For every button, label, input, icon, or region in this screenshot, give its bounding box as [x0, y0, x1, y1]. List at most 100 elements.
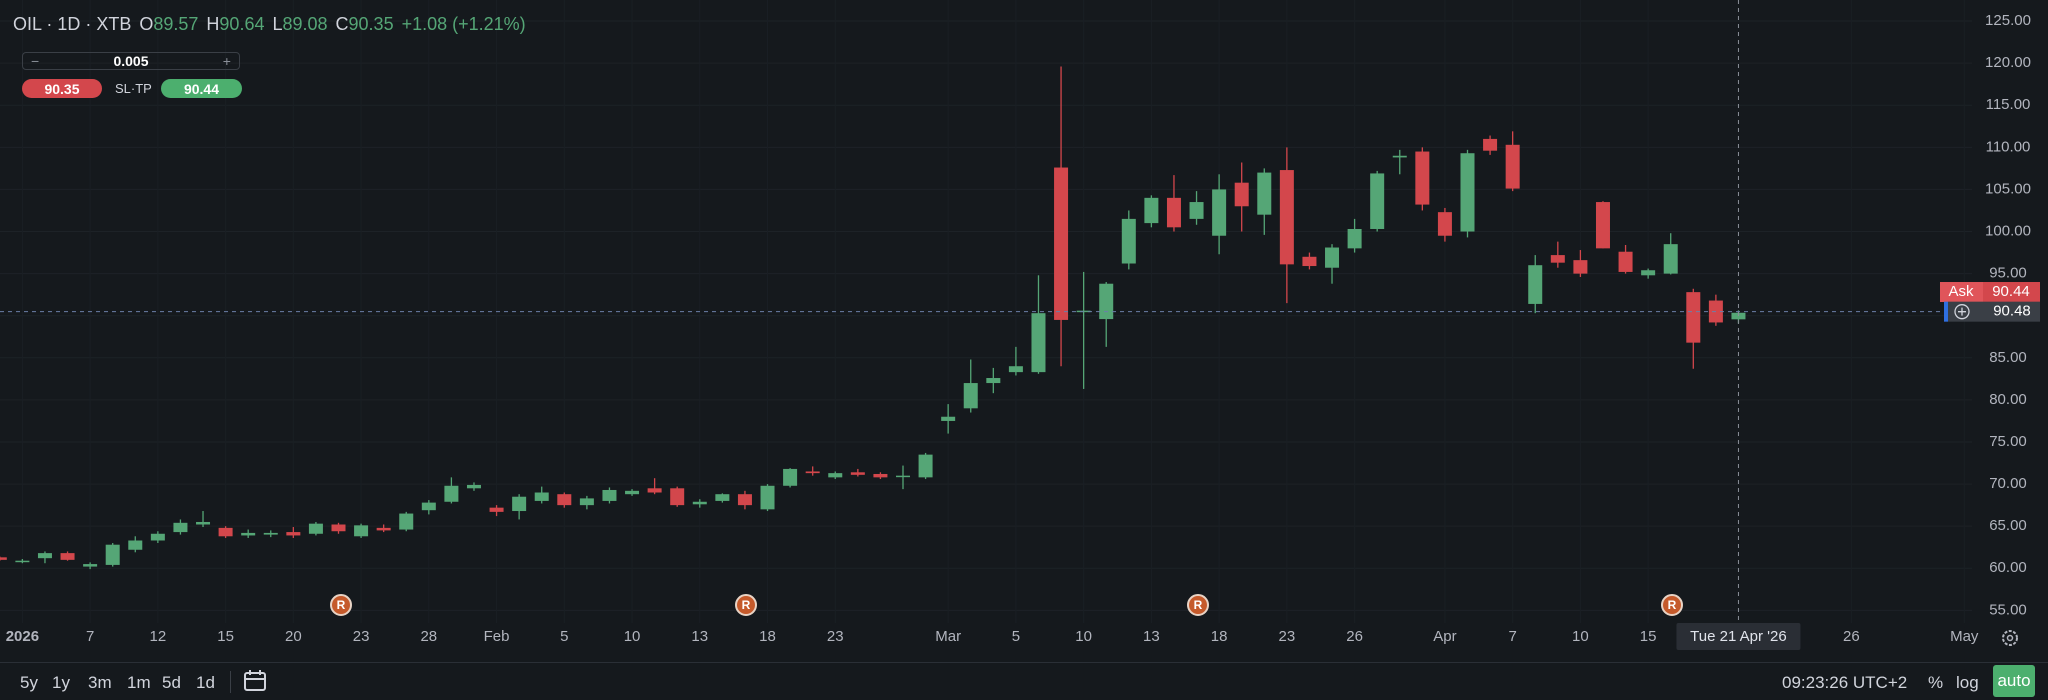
candle-body [1257, 172, 1272, 215]
x-tick-label: Apr [1433, 628, 1456, 645]
minus-button[interactable]: − [31, 53, 40, 69]
change: +1.08 (+1.21%) [401, 14, 526, 34]
x-tick-label: 18 [1211, 628, 1228, 645]
y-tick-label: 65.00 [1989, 517, 2027, 534]
x-tick-label: 15 [217, 628, 234, 645]
x-tick-label: Mar [935, 628, 961, 645]
x-tick-label: 18 [759, 628, 776, 645]
candle-body [737, 494, 752, 506]
candle-body [1595, 202, 1610, 249]
candle-body [873, 473, 888, 478]
candle-body [1347, 228, 1362, 249]
candle-body [625, 490, 640, 495]
y-tick-label: 85.00 [1989, 349, 2027, 366]
ohlc-item: C90.35 [336, 14, 394, 35]
candle-body [1460, 153, 1475, 232]
candle-body [1731, 312, 1746, 320]
step-value[interactable]: 0.005 [113, 53, 149, 69]
range-button[interactable]: 3m [88, 673, 112, 692]
x-tick-label: 12 [150, 628, 167, 645]
event-marker-label: R [1668, 598, 1677, 612]
candle-body [1618, 251, 1633, 272]
candle-body [963, 383, 978, 409]
candle-body [1686, 292, 1701, 343]
quantity-stepper: − 0.005 + [22, 52, 240, 70]
candle-body [376, 527, 391, 531]
range-button[interactable]: 1d [196, 673, 215, 692]
x-tick-label: 7 [86, 628, 94, 645]
calendar-icon[interactable] [243, 669, 269, 693]
crosshair-price-box [1948, 301, 2040, 322]
range-button[interactable]: 5y [20, 673, 38, 692]
x-tick-label: Feb [484, 628, 510, 645]
range-button[interactable]: 1m [127, 673, 151, 692]
y-tick-label: 100.00 [1985, 222, 2031, 239]
candle-body [1212, 189, 1227, 236]
auto-toggle[interactable]: auto [1993, 665, 2035, 697]
candle-body [1415, 151, 1430, 205]
settings-icon[interactable] [2002, 630, 2018, 646]
symbol[interactable]: OIL · 1D · XTB [13, 14, 132, 34]
sltp-label[interactable]: SL·TP [115, 81, 152, 96]
candle-body [196, 521, 211, 525]
ohlc-item: L89.08 [272, 14, 327, 35]
candle-body [1528, 265, 1543, 304]
bottom-toolbar: 09:23:26 UTC+2 % log auto 5y 1y 3m 1m 5d 1d [0, 662, 2048, 700]
ohlc-key: O [139, 14, 154, 34]
candle-body [1054, 167, 1069, 320]
candle-body [670, 488, 685, 506]
ohlc: O89.57 H90.64 L89.08 C90.35 [139, 14, 393, 35]
crosshair-price-label: 90.48 [1993, 303, 2031, 320]
event-marker [330, 594, 352, 616]
crosshair-date-box [1676, 623, 1801, 650]
y-tick-label: 125.00 [1985, 12, 2031, 29]
candle-body [1370, 173, 1385, 229]
candle-body [444, 485, 459, 502]
y-tick-label: 110.00 [1986, 138, 2031, 155]
event-marker [735, 594, 757, 616]
x-tick-label: 26 [1843, 628, 1860, 645]
x-tick-label: May [1950, 628, 1979, 645]
x-tick-label: 23 [827, 628, 844, 645]
candle-body [986, 378, 1001, 384]
x-tick-label: 2026 [6, 628, 39, 645]
candle-body [37, 553, 52, 559]
event-marker [1187, 594, 1209, 616]
buy-button[interactable]: 90.44 [161, 79, 242, 98]
event-marker [1661, 594, 1683, 616]
candle-body [105, 544, 120, 565]
ohlc-value: 89.08 [282, 14, 328, 34]
candle-body [896, 475, 910, 478]
candle-body [1031, 313, 1046, 373]
candle-body [1641, 270, 1656, 276]
candle-body [1121, 218, 1136, 264]
range-button[interactable]: 1y [52, 673, 70, 692]
candle-body [15, 560, 30, 563]
log-toggle[interactable]: log [1956, 673, 1979, 692]
sell-button[interactable]: 90.35 [22, 79, 102, 98]
candle-body [150, 533, 165, 541]
ohlc-key: H [206, 14, 220, 34]
percent-toggle[interactable]: % [1928, 673, 1944, 692]
candle-body [1663, 244, 1678, 274]
candle-body [557, 494, 572, 506]
candle-body [647, 488, 662, 493]
ohlc-key: C [335, 14, 349, 34]
candle-body [1573, 260, 1588, 274]
candle-body [1505, 144, 1520, 189]
range-button[interactable]: 5d [162, 673, 181, 692]
candle-body [128, 540, 143, 550]
candle-body [805, 471, 820, 474]
y-tick-label: 95.00 [1989, 265, 2027, 282]
candle-body [1234, 182, 1249, 207]
ohlc-key: L [272, 14, 283, 34]
candle-body [1008, 366, 1023, 373]
candle-body [60, 553, 75, 560]
candle-body [1437, 212, 1452, 236]
plus-button[interactable]: + [222, 53, 231, 69]
candle-body [1279, 170, 1294, 265]
x-tick-label: 13 [691, 628, 708, 645]
candle-body [760, 485, 775, 510]
candle-body [918, 454, 933, 478]
